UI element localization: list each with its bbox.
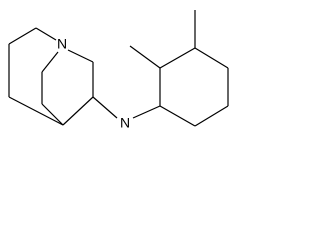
bond xyxy=(41,103,64,126)
bond xyxy=(194,105,229,127)
bond xyxy=(159,105,196,127)
atom-label: N xyxy=(120,115,130,131)
bond xyxy=(194,47,229,69)
bond xyxy=(92,96,118,119)
bond xyxy=(159,47,196,69)
atom-label: N xyxy=(57,36,67,52)
bonds xyxy=(8,10,229,127)
bond xyxy=(67,49,94,63)
bond xyxy=(35,27,57,41)
bond xyxy=(129,45,161,69)
molecule: N N xyxy=(8,10,229,131)
bond xyxy=(62,96,94,126)
bond xyxy=(132,105,161,119)
bond xyxy=(8,27,37,45)
bond xyxy=(8,96,64,126)
bond xyxy=(41,51,59,73)
